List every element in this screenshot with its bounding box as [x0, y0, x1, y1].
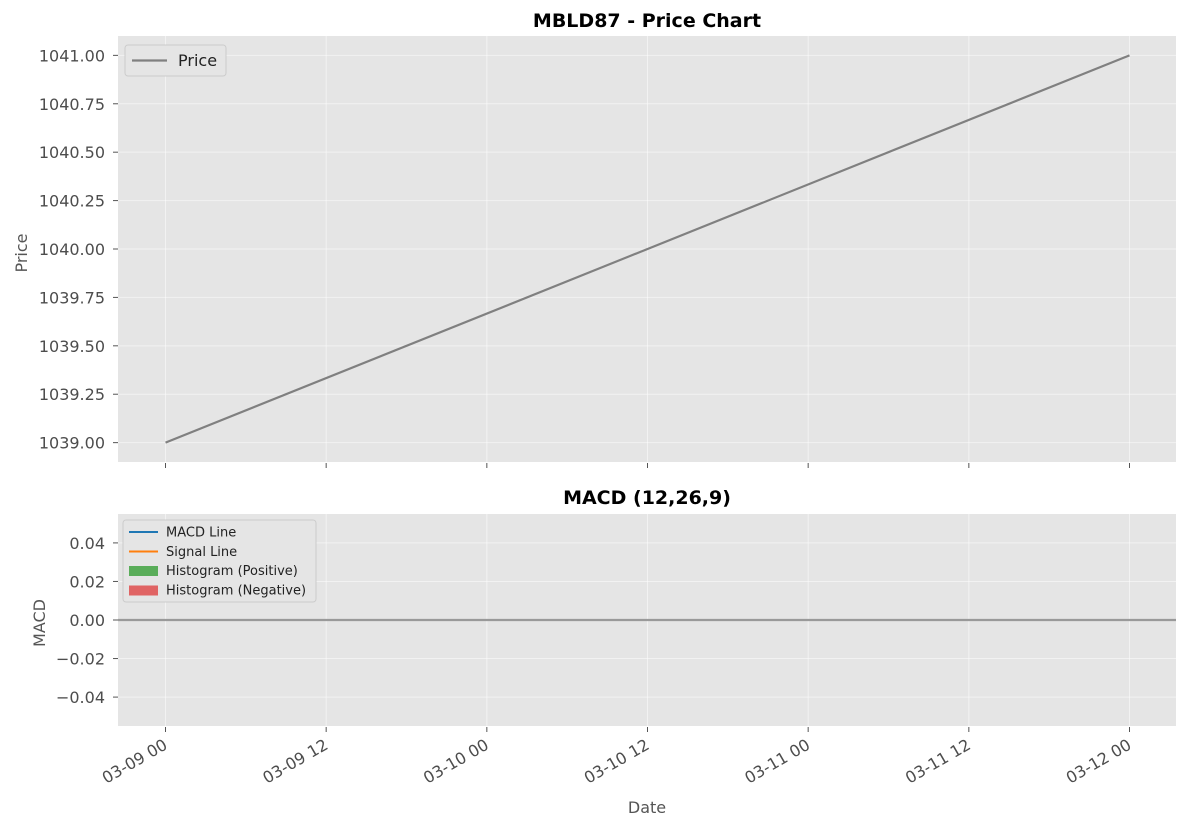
signal-line-legend-label: Signal Line — [166, 545, 237, 560]
price-y-tick-label: 1039.00 — [39, 434, 105, 453]
macd-y-tick-label: −0.04 — [56, 688, 105, 707]
price-legend-label: Price — [178, 51, 217, 70]
macd-y-tick-label: 0.02 — [69, 572, 105, 591]
price-y-tick-label: 1040.00 — [39, 240, 105, 259]
macd-legend-box — [122, 519, 317, 603]
price-y-ticks: 1039.00 1039.25 1039.50 1039.75 1040.00 1040.… — [39, 46, 118, 453]
macd-y-tick-label: −0.02 — [56, 650, 105, 669]
macd-line-legend-label: MACD Line — [166, 526, 236, 541]
price-chart-title: MBLD87 - Price Chart — [533, 10, 761, 32]
price-grid — [118, 36, 1176, 462]
price-y-tick-label: 1040.75 — [39, 95, 105, 114]
price-y-axis-label: Price — [12, 233, 31, 272]
price-x-tick-marks — [165, 463, 1130, 468]
macd-y-tick-label: 0.04 — [69, 534, 105, 553]
histogram-positive-legend-label: Histogram (Positive) — [166, 564, 298, 579]
price-y-tick-label: 1041.00 — [39, 46, 105, 65]
price-series-line — [165, 54, 1130, 444]
price-y-tick-label: 1040.50 — [39, 143, 105, 162]
x-axis-label: Date — [628, 798, 666, 817]
histogram-positive-legend-swatch — [129, 566, 158, 576]
macd-panel: 0.040.020.00−0.02−0.04 03-09 00 03-09 12 0… — [30, 487, 1176, 817]
macd-chart-title: MACD (12,26,9) — [563, 487, 731, 509]
price-y-tick-label: 1040.25 — [39, 192, 105, 211]
price-y-tick-label: 1039.25 — [39, 385, 105, 404]
price-panel: 1039.00 1039.25 1039.50 1039.75 1040.00 1040.… — [12, 10, 1176, 468]
histogram-negative-legend-swatch — [129, 585, 158, 596]
price-legend: Price — [124, 44, 227, 77]
macd-legend: MACD Line Signal Line Histogram (Positiv… — [122, 519, 317, 603]
price-legend-box — [124, 44, 227, 77]
price-y-tick-label: 1039.75 — [39, 288, 105, 307]
macd-y-axis-label: MACD — [30, 599, 49, 647]
price-y-tick-label: 1039.50 — [39, 337, 105, 356]
macd-y-ticks: 0.04 0.02 0.00 −0.02 −0.04 — [56, 534, 118, 707]
histogram-negative-legend-label: Histogram (Negative) — [166, 584, 306, 599]
macd-y-tick-label: 0.00 — [69, 611, 105, 630]
price-series — [165, 54, 1130, 444]
